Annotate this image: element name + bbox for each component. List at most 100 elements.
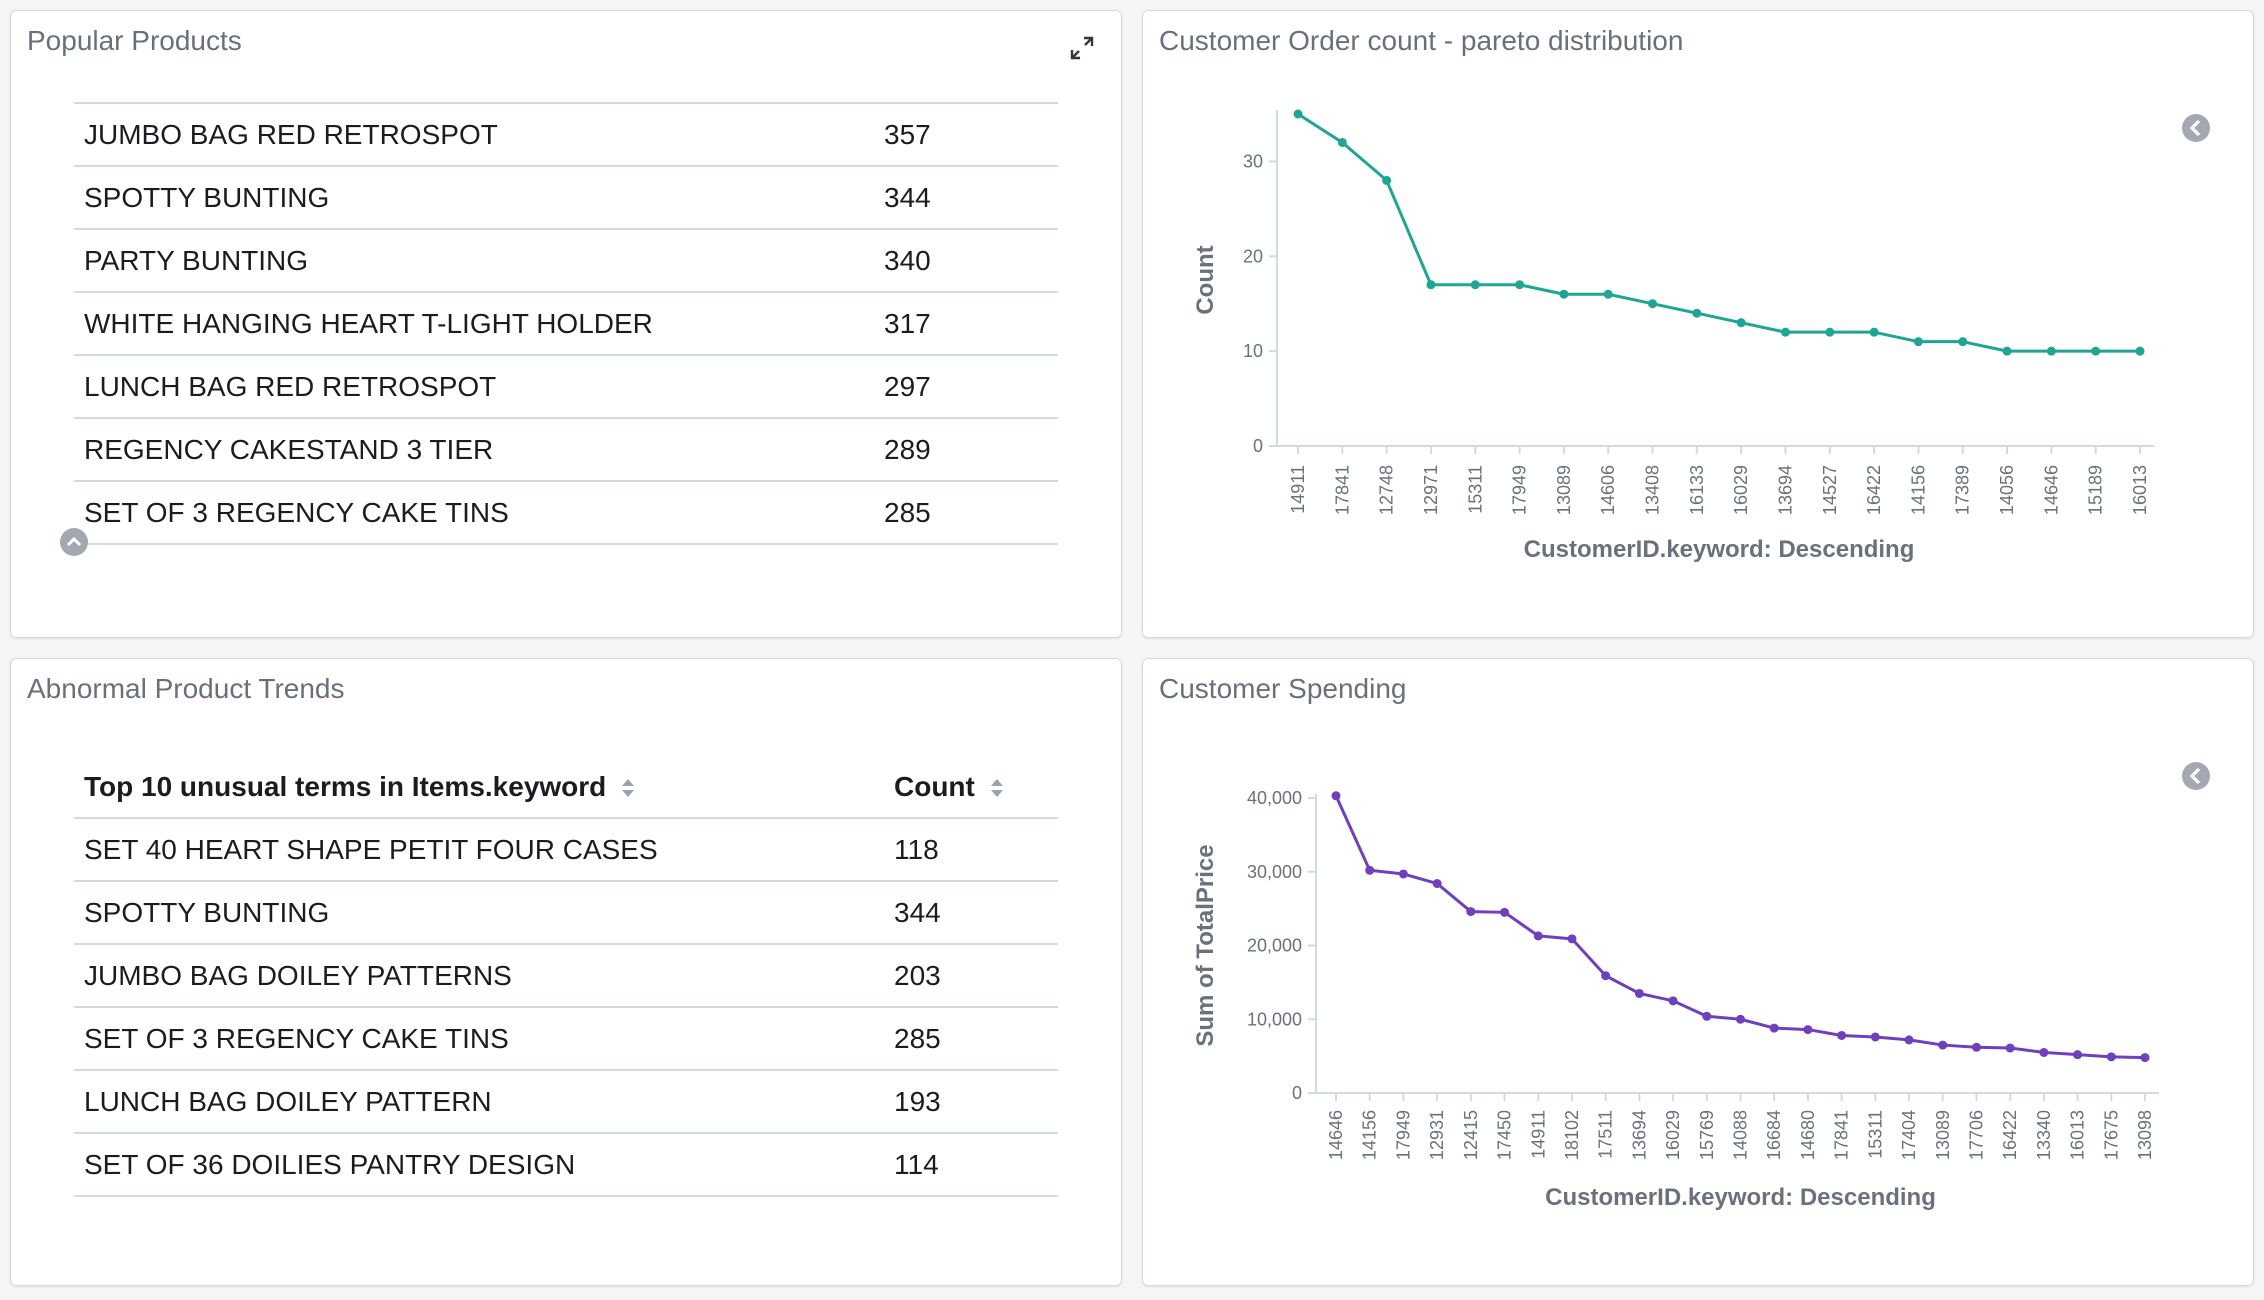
- data-point[interactable]: [2073, 1050, 2083, 1060]
- data-point[interactable]: [1904, 1035, 1914, 1045]
- data-point[interactable]: [1702, 1011, 1712, 1021]
- x-tick-label: 12931: [1427, 1110, 1447, 1160]
- x-tick-label: 16422: [1864, 465, 1884, 515]
- product-name-cell: WHITE HANGING HEART T-LIGHT HOLDER: [74, 292, 874, 356]
- y-tick-label: 20: [1243, 246, 1263, 266]
- table-row[interactable]: LUNCH BAG RED RETROSPOT 297: [74, 355, 1058, 419]
- panel-title: Customer Order count - pareto distributi…: [1159, 25, 1684, 56]
- table-row[interactable]: REGENCY CAKESTAND 3 TIER 289: [74, 418, 1058, 482]
- series-line: [1297, 112, 2140, 353]
- product-name-cell: JUMBO BAG RED RETROSPOT: [74, 102, 874, 167]
- data-point[interactable]: [1500, 907, 1510, 917]
- data-point[interactable]: [1603, 289, 1613, 299]
- data-point[interactable]: [1634, 988, 1644, 998]
- chart-plot: 0 10 20 30 14911 17841 12748 12971 15311 17949 130…: [1192, 109, 2154, 563]
- data-point[interactable]: [1648, 299, 1658, 309]
- table-row[interactable]: SPOTTY BUNTING 344: [74, 881, 1058, 945]
- product-name-cell: JUMBO BAG DOILEY PATTERNS: [74, 944, 884, 1008]
- sort-arrows-icon[interactable]: [989, 775, 1005, 801]
- data-point[interactable]: [1337, 137, 1347, 147]
- data-point[interactable]: [1331, 791, 1341, 801]
- data-point[interactable]: [1668, 996, 1678, 1006]
- product-name-cell: SET OF 3 REGENCY CAKE TINS: [74, 1007, 884, 1071]
- x-tick-label: 13694: [1629, 1110, 1649, 1160]
- data-point[interactable]: [1769, 1023, 1779, 1033]
- data-point[interactable]: [1780, 327, 1790, 337]
- x-tick-label: 12748: [1377, 465, 1397, 515]
- data-point[interactable]: [1533, 931, 1543, 941]
- data-point[interactable]: [2106, 1052, 2116, 1062]
- data-point[interactable]: [2005, 1043, 2015, 1053]
- table-row[interactable]: SPOTTY BUNTING 344: [74, 166, 1058, 230]
- data-point[interactable]: [1515, 280, 1525, 290]
- table-row[interactable]: JUMBO BAG RED RETROSPOT 357: [74, 102, 1058, 167]
- chevron-up-circle-icon[interactable]: [60, 528, 88, 556]
- column-header-count[interactable]: Count: [884, 756, 1058, 819]
- data-point[interactable]: [1736, 1014, 1745, 1024]
- data-point[interactable]: [1938, 1040, 1948, 1050]
- data-point[interactable]: [1825, 327, 1835, 337]
- data-point[interactable]: [1736, 318, 1746, 328]
- data-point[interactable]: [1466, 907, 1476, 917]
- data-point[interactable]: [1958, 337, 1968, 347]
- count-cell: 344: [874, 166, 1058, 230]
- y-tick-label: 30,000: [1247, 862, 1302, 882]
- y-tick-label: 0: [1292, 1083, 1302, 1103]
- data-point[interactable]: [1567, 934, 1577, 944]
- column-header-term[interactable]: Top 10 unusual terms in Items.keyword: [74, 756, 884, 819]
- chevron-left-circle-icon[interactable]: [2181, 761, 2211, 791]
- data-point[interactable]: [1971, 1042, 1981, 1052]
- customer-spending-chart: 0 10,000 20,000 30,000 40,000 14646 14156 17949…: [1192, 788, 2159, 1211]
- data-point[interactable]: [1837, 1030, 1847, 1040]
- table-row[interactable]: PARTY BUNTING 340: [74, 229, 1058, 293]
- table-row[interactable]: WHITE HANGING HEART T-LIGHT HOLDER 317: [74, 292, 1058, 356]
- sort-arrows-icon[interactable]: [620, 775, 636, 801]
- data-point[interactable]: [1426, 280, 1436, 290]
- data-point[interactable]: [1913, 337, 1923, 347]
- table-header-row: Top 10 unusual terms in Items.keyword Co…: [74, 756, 1058, 819]
- data-point[interactable]: [1692, 308, 1702, 318]
- data-point[interactable]: [1601, 971, 1611, 981]
- expand-arrows-icon[interactable]: [1067, 33, 1097, 63]
- table-row[interactable]: SET 40 HEART SHAPE PETIT FOUR CASES 118: [74, 818, 1058, 882]
- popular-products-table: JUMBO BAG RED RETROSPOT 357 SPOTTY BUNTING…: [74, 102, 1058, 545]
- y-tick-label: 30: [1243, 151, 1263, 171]
- data-point[interactable]: [1869, 327, 1879, 337]
- product-name-cell: SPOTTY BUNTING: [74, 166, 874, 230]
- data-point[interactable]: [2046, 346, 2056, 356]
- x-tick-label: 14911: [1528, 1110, 1548, 1159]
- data-point[interactable]: [2140, 1053, 2150, 1063]
- data-point[interactable]: [1870, 1032, 1880, 1042]
- data-point[interactable]: [1559, 289, 1569, 299]
- x-axis-title: CustomerID.keyword: Descending: [1524, 536, 1915, 563]
- x-axis-title: CustomerID.keyword: Descending: [1545, 1184, 1936, 1211]
- x-tick-label: 14156: [1908, 465, 1928, 515]
- x-tick-label: 17841: [1332, 465, 1352, 515]
- data-point[interactable]: [2135, 346, 2145, 356]
- table-row[interactable]: JUMBO BAG DOILEY PATTERNS 203: [74, 944, 1058, 1008]
- product-name-cell: LUNCH BAG RED RETROSPOT: [74, 355, 874, 419]
- count-cell: 297: [874, 355, 1058, 419]
- count-cell: 289: [874, 418, 1058, 482]
- panel-title: Abnormal Product Trends: [27, 673, 345, 704]
- data-point[interactable]: [2039, 1047, 2049, 1057]
- data-point[interactable]: [2091, 346, 2101, 356]
- y-tick-label: 10: [1243, 341, 1263, 361]
- data-point[interactable]: [1432, 879, 1442, 889]
- data-point[interactable]: [2002, 346, 2012, 356]
- table-row[interactable]: SET OF 3 REGENCY CAKE TINS 285: [74, 1007, 1058, 1071]
- data-point[interactable]: [1470, 280, 1480, 290]
- data-point[interactable]: [1382, 175, 1392, 185]
- data-point[interactable]: [1365, 865, 1375, 875]
- data-point[interactable]: [1803, 1025, 1813, 1035]
- count-cell: 285: [884, 1007, 1058, 1071]
- x-tick-label: 13089: [1933, 1110, 1953, 1160]
- chevron-left-circle-icon[interactable]: [2181, 113, 2211, 143]
- x-tick-label: 15311: [1865, 1110, 1885, 1159]
- data-point[interactable]: [1398, 869, 1408, 879]
- table-row[interactable]: SET OF 3 REGENCY CAKE TINS 285: [74, 481, 1058, 545]
- table-row[interactable]: LUNCH BAG DOILEY PATTERN 193: [74, 1070, 1058, 1134]
- x-tick-label: 15189: [2086, 465, 2106, 515]
- table-row[interactable]: SET OF 36 DOILIES PANTRY DESIGN 114: [74, 1133, 1058, 1197]
- data-point[interactable]: [1293, 109, 1303, 119]
